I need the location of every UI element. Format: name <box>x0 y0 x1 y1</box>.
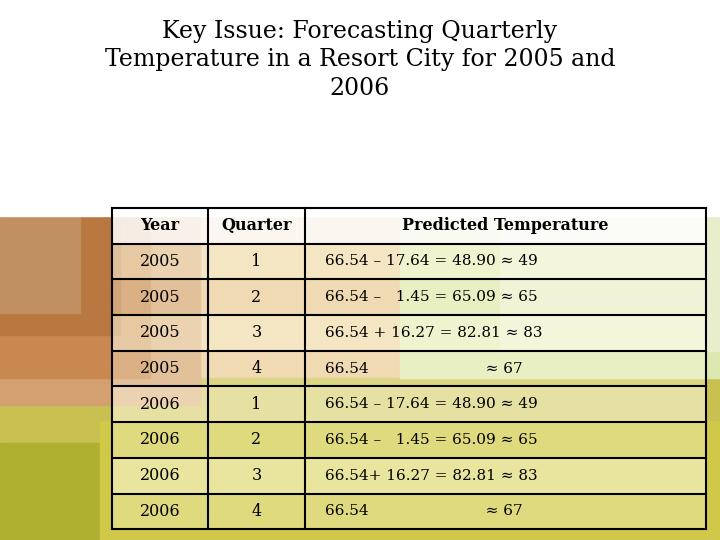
Text: 3: 3 <box>251 325 261 341</box>
Text: 66.54 –   1.45 = 65.09 ≈ 65: 66.54 – 1.45 = 65.09 ≈ 65 <box>325 290 537 304</box>
Text: 4: 4 <box>251 360 261 377</box>
Bar <box>112 422 706 458</box>
Bar <box>0 443 720 540</box>
Bar <box>500 162 720 351</box>
Bar <box>400 151 720 378</box>
Text: 2006: 2006 <box>140 503 180 520</box>
Bar <box>112 244 706 279</box>
Bar <box>0 0 720 216</box>
Bar <box>0 205 80 313</box>
Bar <box>0 135 150 378</box>
Text: 66.54                        ≈ 67: 66.54 ≈ 67 <box>325 362 522 375</box>
Text: 2006: 2006 <box>140 396 180 413</box>
Text: 2005: 2005 <box>140 325 180 341</box>
Bar <box>112 458 706 494</box>
Bar <box>100 421 720 540</box>
Bar <box>0 189 200 405</box>
Text: Predicted Temperature: Predicted Temperature <box>402 217 608 234</box>
Text: 3: 3 <box>251 467 261 484</box>
Text: 66.54 –   1.45 = 65.09 ≈ 65: 66.54 – 1.45 = 65.09 ≈ 65 <box>325 433 537 447</box>
Bar <box>112 494 706 529</box>
Bar <box>0 378 720 540</box>
Text: 66.54 – 17.64 = 48.90 ≈ 49: 66.54 – 17.64 = 48.90 ≈ 49 <box>325 397 537 411</box>
Bar <box>0 200 120 335</box>
Bar <box>0 189 720 405</box>
Text: 2: 2 <box>251 431 261 448</box>
Bar <box>112 387 706 422</box>
Text: 66.54+ 16.27 = 82.81 ≈ 83: 66.54+ 16.27 = 82.81 ≈ 83 <box>325 469 537 483</box>
Text: 2005: 2005 <box>140 360 180 377</box>
Text: 66.54 + 16.27 = 82.81 ≈ 83: 66.54 + 16.27 = 82.81 ≈ 83 <box>325 326 542 340</box>
Text: 2006: 2006 <box>140 431 180 448</box>
Bar <box>112 350 706 387</box>
Text: 2005: 2005 <box>140 289 180 306</box>
Bar <box>0 0 720 313</box>
Text: 1: 1 <box>251 253 261 270</box>
Bar <box>112 208 706 244</box>
Text: 66.54                        ≈ 67: 66.54 ≈ 67 <box>325 504 522 518</box>
Text: Quarter: Quarter <box>221 217 292 234</box>
Text: Year: Year <box>140 217 179 234</box>
Text: 66.54 – 17.64 = 48.90 ≈ 49: 66.54 – 17.64 = 48.90 ≈ 49 <box>325 254 537 268</box>
Bar <box>112 315 706 350</box>
Bar <box>112 279 706 315</box>
Text: 2006: 2006 <box>140 467 180 484</box>
Text: 2005: 2005 <box>140 253 180 270</box>
Text: 2: 2 <box>251 289 261 306</box>
Text: Key Issue: Forecasting Quarterly
Temperature in a Resort City for 2005 and
2006: Key Issue: Forecasting Quarterly Tempera… <box>104 20 616 100</box>
Text: 1: 1 <box>251 396 261 413</box>
Text: 4: 4 <box>251 503 261 520</box>
